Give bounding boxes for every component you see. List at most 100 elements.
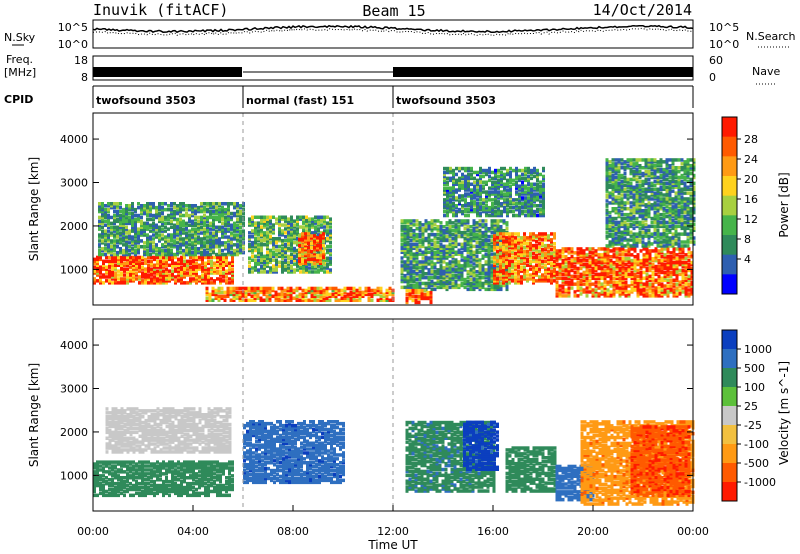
- power-cell: [125, 250, 128, 255]
- power-cell: [436, 219, 440, 223]
- power-cell: [484, 281, 488, 286]
- power-cell: [195, 257, 198, 262]
- power-cell: [633, 274, 637, 279]
- power-cell: [197, 209, 200, 214]
- power-cell: [612, 253, 616, 257]
- power-cell: [490, 225, 494, 229]
- power-cell: [614, 179, 618, 184]
- power-cell: [105, 255, 108, 260]
- power-cell: [128, 221, 131, 226]
- power-cell: [579, 272, 583, 277]
- power-cell: [334, 288, 338, 293]
- power-cell: [269, 215, 272, 219]
- power-cell: [439, 236, 443, 241]
- power-cell: [433, 234, 437, 239]
- power-cell: [620, 207, 624, 211]
- power-cell: [233, 221, 236, 226]
- power-cell: [164, 252, 167, 257]
- power-cell: [460, 244, 464, 249]
- power-cell: [101, 221, 104, 226]
- power-cell: [424, 281, 428, 286]
- power-cell: [165, 255, 168, 260]
- power-cell: [427, 285, 431, 290]
- power-cell: [272, 223, 275, 227]
- power-cell: [236, 219, 239, 224]
- power-cell: [621, 274, 625, 279]
- power-cell: [107, 225, 110, 229]
- power-cell: [442, 250, 446, 254]
- power-cell: [173, 243, 176, 247]
- power-cell: [632, 195, 636, 199]
- power-cell: [266, 237, 269, 241]
- power-cell: [293, 240, 296, 245]
- power-cell: [191, 243, 194, 247]
- power-cell: [251, 250, 254, 255]
- power-cell: [445, 254, 449, 258]
- power-cell: [358, 290, 362, 295]
- power-cell: [675, 288, 679, 292]
- power-cell: [433, 256, 437, 260]
- power-cell: [484, 238, 488, 243]
- power-cell: [194, 247, 197, 251]
- power-cell: [614, 167, 618, 172]
- power-cell: [239, 233, 242, 237]
- power-cell: [210, 281, 213, 285]
- power-cell: [672, 284, 676, 288]
- power-cell: [439, 273, 443, 278]
- power-cell: [561, 258, 565, 263]
- power-cell: [645, 257, 649, 261]
- power-cell: [313, 294, 317, 298]
- power-cell: [299, 270, 302, 274]
- power-cell: [406, 227, 410, 231]
- power-cell: [179, 213, 182, 218]
- power-cell: [224, 252, 227, 257]
- power-cell: [493, 283, 497, 288]
- power-cell: [472, 270, 476, 274]
- power-cell: [254, 240, 257, 245]
- power-cell: [119, 205, 122, 210]
- power-cell: [305, 229, 308, 233]
- power-cell: [675, 282, 679, 286]
- power-cell: [122, 235, 125, 239]
- power-cell: [168, 255, 171, 260]
- power-cell: [621, 260, 625, 265]
- power-cell: [620, 185, 624, 189]
- power-cell: [253, 296, 257, 300]
- power-cell: [620, 181, 624, 186]
- power-cell: [382, 298, 386, 302]
- power-cell: [436, 272, 440, 276]
- power-cell: [532, 251, 535, 256]
- power-cell: [605, 230, 609, 234]
- power-cell: [141, 279, 144, 283]
- power-cell: [251, 270, 254, 274]
- power-cell: [415, 236, 419, 241]
- power-cell: [627, 249, 631, 253]
- power-cell: [114, 259, 117, 264]
- power-cell: [260, 270, 263, 274]
- power-cell: [629, 210, 633, 215]
- power-cell: [636, 257, 640, 261]
- power-cell: [475, 281, 479, 286]
- power-cell: [681, 274, 685, 279]
- power-cell: [415, 219, 419, 223]
- power-cell: [654, 253, 658, 257]
- power-cell: [629, 191, 633, 195]
- power-cell: [200, 247, 203, 251]
- power-cell: [600, 274, 604, 279]
- power-cell: [520, 265, 523, 269]
- power-cell: [608, 226, 612, 231]
- power-cell: [364, 288, 368, 293]
- power-cell: [523, 275, 526, 279]
- power-cell: [627, 268, 631, 273]
- power-cell: [161, 248, 164, 253]
- power-cell: [669, 257, 673, 261]
- power-cell: [192, 257, 195, 262]
- power-cell: [101, 235, 104, 239]
- power-cell: [119, 219, 122, 224]
- power-cell: [553, 245, 556, 250]
- power-cell: [207, 279, 210, 283]
- power-cell: [200, 209, 203, 214]
- power-cell: [225, 271, 228, 275]
- power-cell: [669, 290, 673, 294]
- power-cell: [626, 224, 630, 229]
